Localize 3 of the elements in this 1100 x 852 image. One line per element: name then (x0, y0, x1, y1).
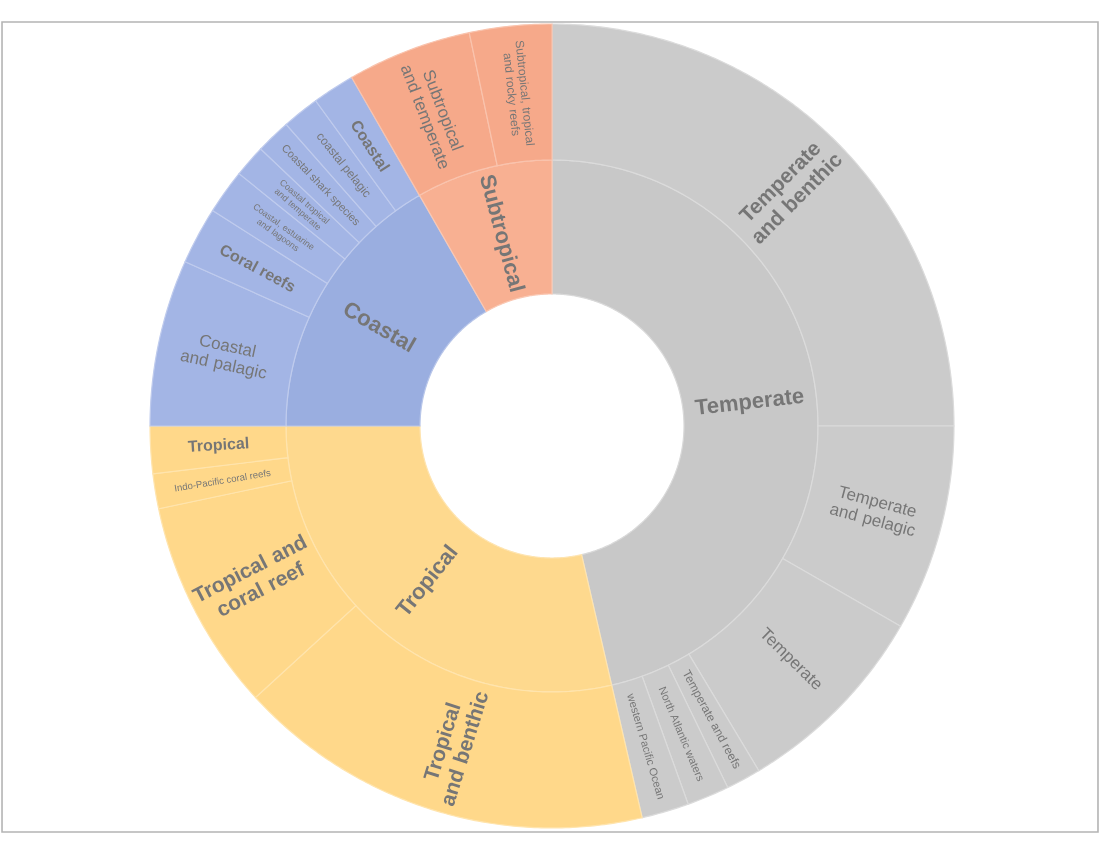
slice-label: Coastal and palagic (180, 334, 267, 379)
slice-label: Temperate (694, 390, 804, 415)
slice-label: Tropical (187, 436, 249, 454)
